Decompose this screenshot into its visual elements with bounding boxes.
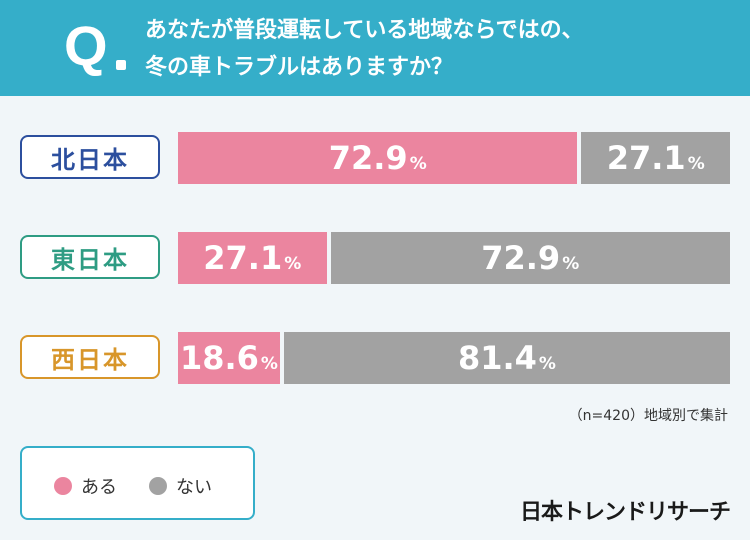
q-dot-decoration	[116, 60, 126, 70]
bar-value-label: 18.6	[179, 339, 259, 377]
legend-item-no: ない	[149, 473, 212, 499]
legend-swatch-yes	[54, 477, 72, 495]
bar-value-label: 72.9	[481, 239, 561, 277]
row-label-east: 東日本	[20, 235, 160, 279]
question-line-2: 冬の車トラブルはありますか？	[145, 55, 454, 80]
brand-logo: 日本トレンドリサーチ	[519, 500, 731, 525]
bar-unit-label: %	[687, 154, 705, 174]
bar-west-no: 81.4%	[283, 332, 730, 384]
bar-unit-label: %	[562, 254, 580, 274]
question-line-1: あなたが普段運転している地域ならではの、	[145, 18, 584, 43]
bar-west-yes: 18.6%	[178, 332, 280, 384]
legend-swatch-no	[149, 477, 167, 495]
bar-value-label: 27.1	[203, 239, 283, 277]
legend-item-yes: ある	[54, 473, 117, 499]
bar-east-no: 72.9%	[330, 232, 730, 284]
legend-label-yes: ある	[81, 477, 117, 498]
legend-label-no: ない	[176, 477, 212, 498]
bar-value-label: 72.9	[328, 139, 408, 177]
bar-unit-label: %	[538, 354, 556, 374]
bar-unit-label: %	[409, 154, 427, 174]
bar-value-label: 81.4	[457, 339, 537, 377]
bar-unit-label: %	[284, 254, 302, 274]
legend: ある ない	[20, 446, 255, 520]
row-label-north: 北日本	[20, 135, 160, 179]
sample-note: （n=420）地域別で集計	[568, 408, 728, 424]
bar-unit-label: %	[260, 354, 278, 374]
bar-north-no: 27.1%	[581, 132, 730, 184]
bar-east-yes: 27.1%	[178, 232, 327, 284]
question-text: あなたが普段運転している地域ならではの、 冬の車トラブルはありますか？	[145, 12, 735, 86]
q-mark: Q	[64, 14, 108, 77]
question-header: Q あなたが普段運転している地域ならではの、 冬の車トラブルはありますか？	[0, 0, 750, 96]
row-label-west: 西日本	[20, 335, 160, 379]
bar-north-yes: 72.9%	[178, 132, 578, 184]
bar-value-label: 27.1	[606, 139, 686, 177]
